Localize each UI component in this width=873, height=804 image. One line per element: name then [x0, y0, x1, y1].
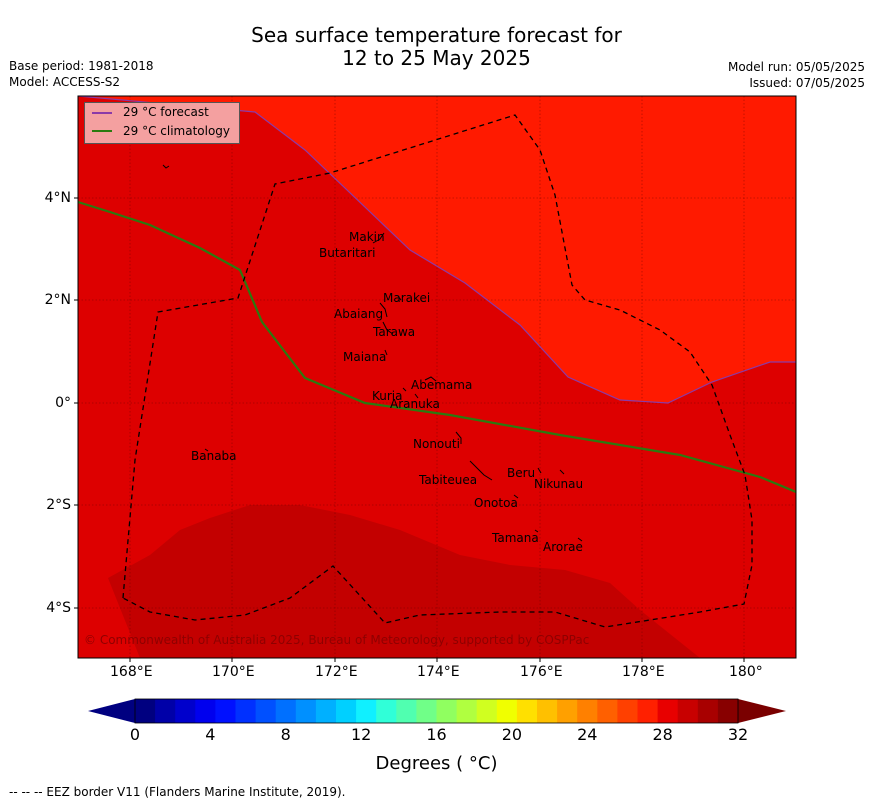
island-label-tamana: Tamana	[492, 531, 539, 545]
colorbar-cell	[717, 699, 739, 723]
forecast-isotherm-line	[78, 96, 796, 404]
colorbar-tick-label: 32	[727, 725, 749, 744]
legend-forecast: 29 °C forecast	[123, 105, 209, 119]
colorbar-cell	[657, 699, 679, 723]
map-legend: 29 °C forecast 29 °C climatology	[84, 102, 240, 144]
colorbar-cell	[516, 699, 538, 723]
colorbar-cell	[255, 699, 277, 723]
model-name: Model: ACCESS-S2	[9, 75, 121, 89]
island-label-onotoa: Onotoa	[474, 496, 518, 510]
lon-label-168e: 168°E	[110, 664, 153, 680]
colorbar-tick-label: 24	[577, 725, 598, 744]
issued-date: Issued: 07/05/2025	[749, 76, 865, 90]
colorbar-cell	[436, 699, 458, 723]
colorbar-cell	[175, 699, 196, 723]
colorbar-cell	[537, 699, 558, 723]
island-label-abemama: Abemama	[411, 378, 473, 392]
colorbar-cell	[155, 699, 176, 723]
lon-label-176e: 176°E	[520, 664, 563, 680]
lon-label-180: 180°	[729, 664, 763, 680]
colorbar-tick-label: 12	[350, 725, 372, 744]
island-label-makin: Makin	[349, 230, 385, 244]
island-label-butaritari: Butaritari	[319, 246, 376, 260]
colorbar-cell	[476, 699, 498, 723]
colorbar-cell	[376, 699, 397, 723]
lon-label-172e: 172°E	[315, 664, 358, 680]
colorbar-cell	[677, 699, 699, 723]
colorbar-cell	[135, 699, 156, 723]
copyright-note: © Commonwealth of Australia 2025, Bureau…	[84, 633, 590, 647]
colorbar-cell	[637, 699, 659, 723]
island-label-aranuka: Aranuka	[390, 397, 440, 411]
base-period: Base period: 1981-2018	[9, 59, 154, 73]
colorbar-frame	[134, 698, 739, 724]
colorbar-cell	[496, 699, 518, 723]
lat-label-4s: 4°S	[46, 600, 71, 616]
island-label-abaiang: Abaiang	[334, 307, 384, 321]
title-line-2: 12 to 25 May 2025	[342, 46, 531, 70]
colorbar-cell	[577, 699, 598, 723]
island-label-arorae: Arorae	[543, 540, 583, 554]
colorbar-cell	[617, 699, 639, 723]
lon-label-170e: 170°E	[212, 664, 255, 680]
colorbar-underflow	[88, 699, 135, 723]
colorbar-cell	[215, 699, 237, 723]
colorbar-cell	[315, 699, 337, 723]
colorbar-tick-label: 4	[205, 725, 216, 744]
lat-label-2n: 2°N	[44, 292, 71, 308]
colorbar-label: Degrees ( °C)	[375, 753, 498, 774]
title-line-1: Sea surface temperature forecast for	[251, 23, 622, 47]
eez-note: -- -- -- EEZ border V11 (Flanders Marine…	[9, 785, 346, 799]
colorbar-cell	[557, 699, 578, 723]
colorbar-cell	[295, 699, 317, 723]
colorbar-overflow	[738, 699, 786, 723]
sst-band-hot	[108, 505, 700, 658]
colorbar-cell	[336, 699, 357, 723]
lat-label-2s: 2°S	[46, 497, 71, 513]
colorbar-tick-label: 20	[501, 725, 523, 744]
lat-label-4n: 4°N	[44, 190, 71, 206]
colorbar-cell	[697, 699, 719, 723]
legend-climatology: 29 °C climatology	[123, 124, 231, 138]
climatology-isotherm-line	[78, 200, 796, 494]
lon-label-178e: 178°E	[622, 664, 665, 680]
island-label-beru: Beru	[507, 466, 536, 480]
island-label-tabiteuea: Tabiteuea	[419, 473, 478, 487]
colorbar-tick-label: 8	[280, 725, 291, 744]
colorbar-tick-label: 28	[652, 725, 673, 744]
eez-border	[122, 114, 753, 628]
island-label-banaba: Banaba	[191, 449, 237, 463]
colorbar-tick-label: 16	[426, 725, 447, 744]
island-label-maiana: Maiana	[343, 350, 387, 364]
colorbar-cell	[356, 699, 377, 723]
model-run: Model run: 05/05/2025	[727, 60, 865, 74]
colorbar-cell	[235, 699, 257, 723]
colorbar-cell	[597, 699, 618, 723]
colorbar-cell	[195, 699, 216, 723]
lon-label-174e: 174°E	[417, 664, 460, 680]
colorbar-cell	[396, 699, 417, 723]
island-label-tarawa: Tarawa	[373, 325, 416, 339]
lat-label-0: 0°	[55, 395, 71, 411]
colorbar-tick-label: 0	[129, 725, 141, 744]
colorbar-cell	[416, 699, 438, 723]
colorbar-cell	[456, 699, 478, 723]
colorbar-cell	[275, 699, 297, 723]
island-label-nikunau: Nikunau	[534, 477, 584, 491]
island-label-marakei: Marakei	[383, 291, 431, 305]
island-label-nonouti: Nonouti	[413, 437, 460, 451]
island-label-kuria: Kuria	[372, 389, 403, 403]
